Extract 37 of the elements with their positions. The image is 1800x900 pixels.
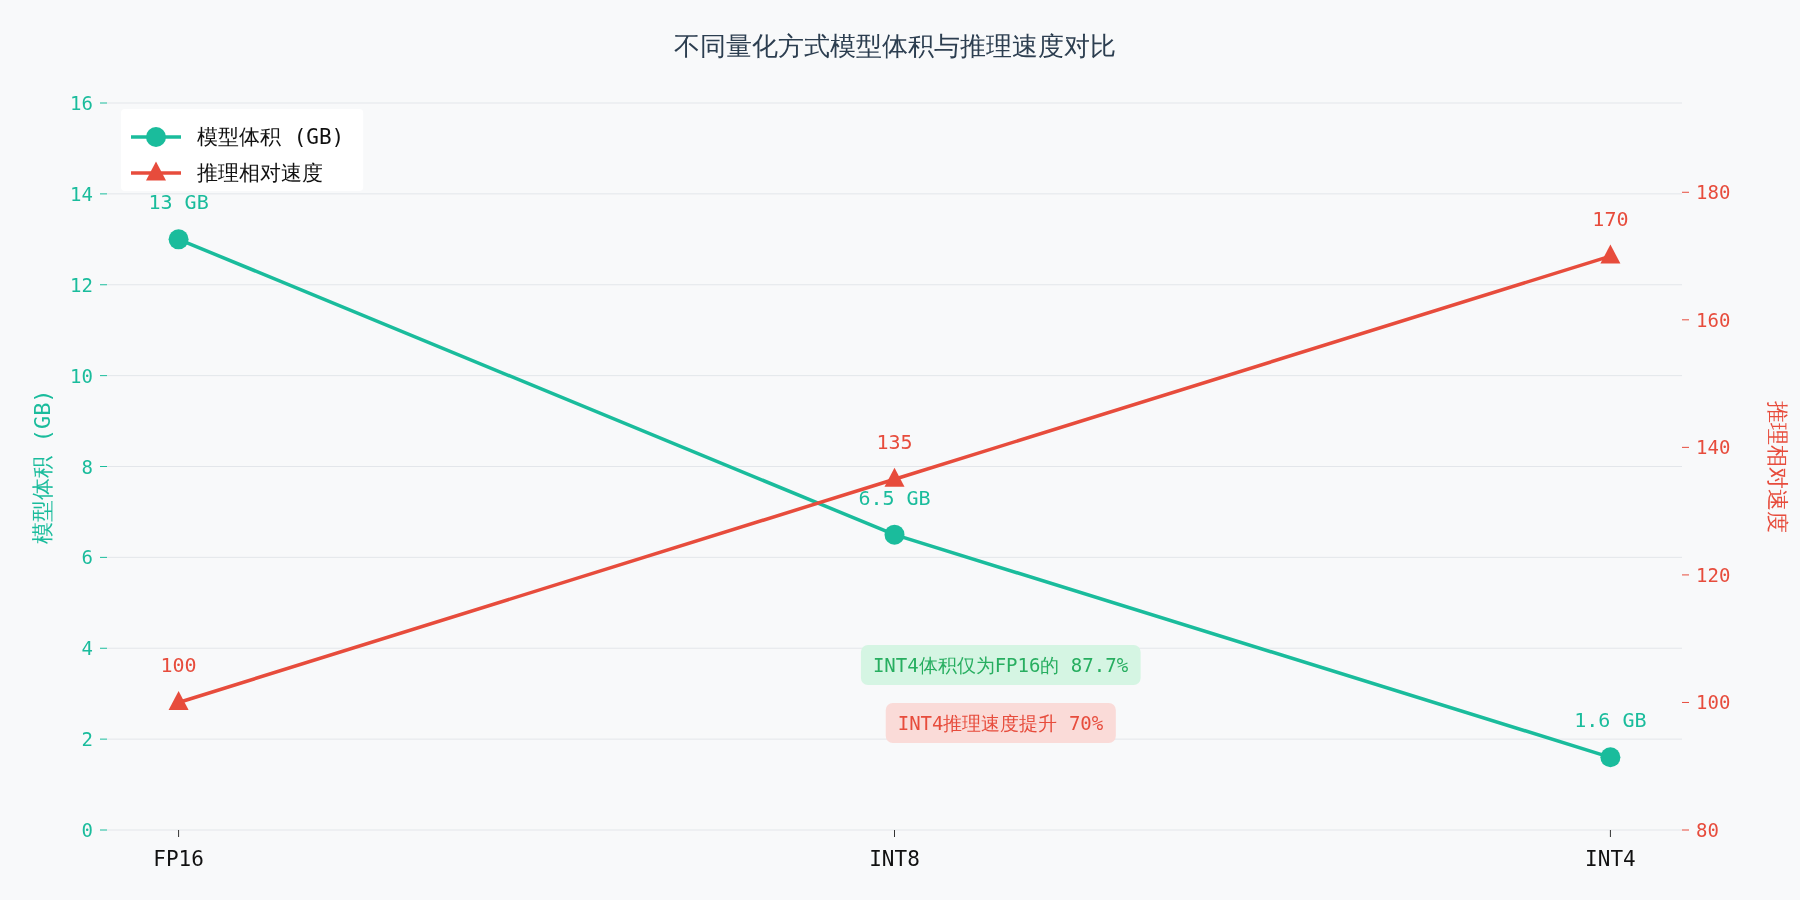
y-tick-label: 6 [81, 546, 93, 569]
point [1600, 244, 1621, 264]
annotation: INT4体积仅为FP16的 87.7% [872, 654, 1129, 676]
legend-label: 模型体积 (GB) [197, 125, 345, 149]
y-tick-label: 12 [70, 273, 93, 296]
point [884, 467, 905, 487]
y2-tick-label: 100 [1696, 691, 1731, 714]
point [1600, 747, 1621, 768]
legend-label: 推理相对速度 [197, 161, 323, 185]
y-tick-label: 4 [81, 637, 93, 660]
point [168, 690, 189, 710]
data-label: 13 GB [148, 190, 209, 215]
y-tick-label: 14 [70, 182, 93, 205]
point [884, 524, 905, 545]
data-label: 6.5 GB [858, 485, 931, 510]
y2-tick-label: 160 [1696, 308, 1731, 331]
y-tick-label: 2 [81, 728, 93, 751]
y2-tick-label: 180 [1696, 181, 1731, 204]
y-tick-label: 0 [81, 819, 93, 841]
y-tick-label: 16 [70, 92, 93, 114]
y2-axis-title: 推理相对速度 [1765, 400, 1790, 533]
x-tick-label: INT8 [869, 847, 920, 871]
y2-tick-label: 80 [1696, 819, 1719, 841]
data-label: 1.6 GB [1574, 708, 1647, 733]
y2-tick-label: 140 [1696, 436, 1731, 459]
chart-title: 不同量化方式模型体积与推理速度对比 [673, 31, 1116, 61]
y-axis-title: 模型体积 (GB) [30, 389, 55, 544]
annotation: INT4推理速度提升 70% [897, 712, 1104, 734]
data-label: 170 [1592, 207, 1629, 232]
x-tick-label: INT4 [1585, 847, 1636, 871]
data-label: 100 [160, 653, 197, 678]
data-label: 135 [876, 430, 913, 455]
y2-tick-label: 120 [1696, 563, 1731, 586]
y-tick-label: 10 [70, 364, 93, 387]
x-tick-label: FP16 [153, 847, 204, 871]
point [168, 229, 189, 250]
y-tick-label: 8 [81, 455, 93, 478]
